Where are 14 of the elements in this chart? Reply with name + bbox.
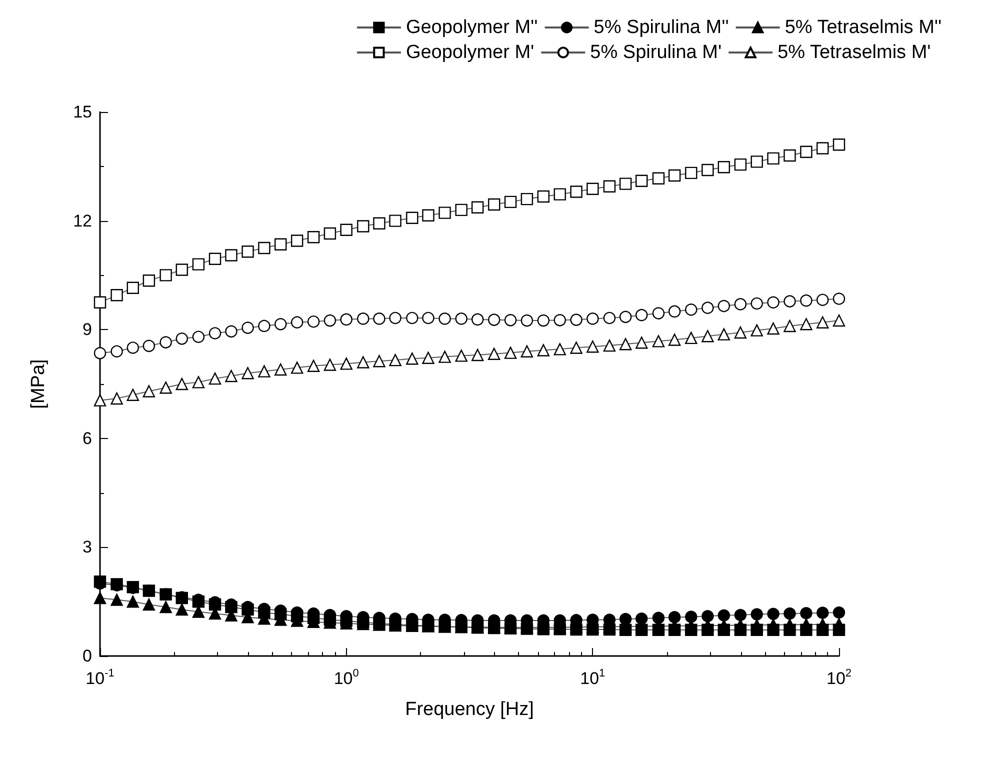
y-axis-title: [MPa] bbox=[28, 359, 49, 409]
legend-label: 5% Tetraselmis M'' bbox=[784, 17, 942, 38]
y-tick-label: 12 bbox=[73, 211, 92, 230]
legend-label: 5% Spirulina M' bbox=[590, 42, 722, 63]
legend-label: 5% Spirulina M'' bbox=[594, 17, 729, 38]
y-tick-label: 15 bbox=[73, 102, 92, 122]
legend-label: 5% Tetraselmis M' bbox=[778, 42, 931, 63]
y-tick-label: 3 bbox=[82, 538, 92, 557]
x-axis-title: Frequency [Hz] bbox=[405, 699, 534, 720]
legend-label: Geopolymer M'' bbox=[406, 17, 538, 38]
y-tick-label: 9 bbox=[82, 320, 92, 340]
y-tick-label: 0 bbox=[82, 646, 92, 666]
legend-label: Geopolymer M' bbox=[406, 42, 534, 63]
y-tick-label: 6 bbox=[82, 428, 92, 448]
